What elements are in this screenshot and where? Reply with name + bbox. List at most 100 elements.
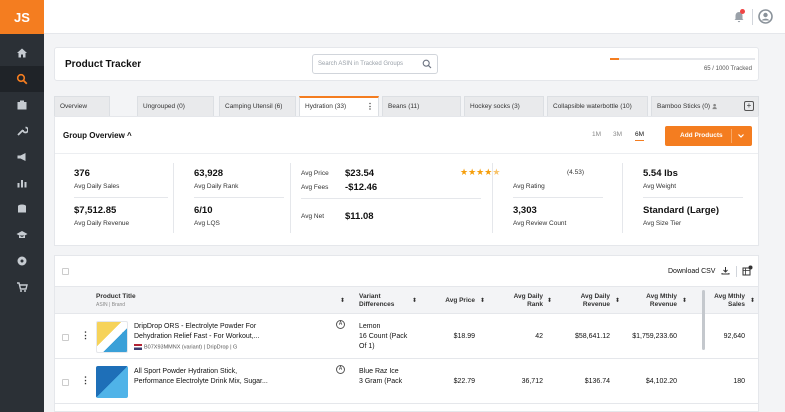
- divider: [301, 198, 481, 199]
- sort-icon[interactable]: ⬍: [480, 298, 486, 304]
- tab-camping-utensil[interactable]: Camping Utensil (6): [219, 96, 296, 116]
- col-product-title[interactable]: Product Title ASIN | Brand: [96, 293, 136, 309]
- divider: [74, 197, 168, 198]
- variant-icon[interactable]: A: [336, 365, 345, 374]
- tab-beans[interactable]: Beans (11): [382, 96, 461, 116]
- col-avg-daily-revenue[interactable]: Avg Daily Revenue: [565, 293, 610, 309]
- avg-daily-revenue-label: Avg Daily Revenue: [74, 220, 130, 227]
- avg-lqs-value: 6/10: [194, 205, 213, 216]
- period-6m[interactable]: 6M: [635, 131, 645, 141]
- page-title: Product Tracker: [65, 59, 142, 70]
- search-icon[interactable]: [0, 66, 44, 92]
- col-avg-mthly-revenue[interactable]: Avg Mthly Revenue: [635, 293, 677, 309]
- table-row[interactable]: ⋮ DripDrop ORS - Electrolyte Powder For …: [55, 315, 758, 359]
- variant-line: Of 1): [359, 343, 375, 350]
- tab-ungrouped[interactable]: Ungrouped (0): [137, 96, 214, 116]
- product-title-line: All Sport Powder Hydration Stick,: [134, 368, 238, 375]
- row-menu-icon[interactable]: ⋮: [81, 330, 90, 340]
- avg-fees-value: -$12.46: [345, 182, 378, 193]
- user-avatar-icon[interactable]: [758, 9, 773, 24]
- graduation-icon[interactable]: [0, 222, 44, 248]
- row-checkbox[interactable]: [62, 379, 69, 386]
- top-bar: [44, 0, 785, 34]
- product-title[interactable]: DripDrop ORS - Electrolyte Powder For De…: [134, 322, 324, 342]
- sort-icon[interactable]: ⬍: [615, 298, 621, 304]
- wrench-icon[interactable]: [0, 118, 44, 144]
- group-overview-toggle[interactable]: Group Overview ^: [63, 131, 132, 140]
- search-icon[interactable]: [422, 59, 432, 69]
- tab-menu-icon[interactable]: ⋮: [366, 102, 374, 111]
- tab-label: Hydration (33): [305, 103, 347, 110]
- chart-icon[interactable]: [0, 170, 44, 196]
- table-scrollbar[interactable]: [702, 290, 705, 350]
- avg-weight-label: Avg Weight: [643, 183, 677, 190]
- sort-icon[interactable]: ⬍: [682, 298, 688, 304]
- cell-avg-mthly-revenue: $4,102.20: [645, 378, 677, 385]
- select-all-checkbox[interactable]: [62, 268, 69, 275]
- cell-avg-daily-revenue: $136.74: [584, 378, 610, 385]
- chevron-down-icon[interactable]: [736, 131, 746, 141]
- col-label: Avg Daily: [513, 293, 543, 300]
- divider: [513, 197, 603, 198]
- period-1m[interactable]: 1M: [592, 131, 602, 138]
- variant-line: Lemon: [359, 323, 381, 330]
- tracked-progress-fill: [610, 58, 620, 60]
- tab-bamboo-sticks[interactable]: Bamboo Sticks (0) +: [651, 96, 759, 116]
- column-settings-icon[interactable]: [742, 265, 753, 276]
- col-label: Sales: [728, 301, 745, 308]
- home-icon[interactable]: [0, 40, 44, 66]
- col-avg-price[interactable]: Avg Price: [445, 297, 475, 304]
- download-icon[interactable]: [721, 266, 730, 275]
- star-icon: ★: [476, 167, 485, 177]
- tab-collapsible-waterbottle[interactable]: Collapsible waterbottle (10): [547, 96, 648, 116]
- sort-icon[interactable]: ⬍: [340, 298, 346, 304]
- divider: [492, 163, 493, 233]
- table-row[interactable]: ⋮ All Sport Powder Hydration Stick, Perf…: [55, 360, 758, 404]
- variant-line: 3 Gram (Pack: [359, 378, 403, 385]
- avg-price-value: $23.54: [345, 168, 375, 179]
- sort-icon[interactable]: ⬍: [750, 298, 756, 304]
- row-checkbox[interactable]: [62, 334, 69, 341]
- cart-icon[interactable]: [0, 274, 44, 300]
- sidebar: JS: [0, 0, 44, 412]
- tab-hockey-socks[interactable]: Hockey socks (3): [464, 96, 544, 116]
- us-flag-icon: [134, 344, 142, 350]
- tab-label: Ungrouped (0): [143, 103, 185, 110]
- col-label: Avg Mthly: [714, 293, 745, 300]
- sort-icon[interactable]: ⬍: [412, 298, 418, 304]
- col-avg-daily-rank[interactable]: Avg Daily Rank: [500, 293, 543, 309]
- megaphone-icon[interactable]: [0, 144, 44, 170]
- avg-net-label: Avg Net: [301, 213, 325, 220]
- download-csv-button[interactable]: Download CSV: [668, 268, 716, 275]
- variant-icon[interactable]: A: [336, 320, 345, 329]
- search-input[interactable]: Search ASIN in Tracked Groups: [312, 54, 438, 74]
- add-tab-icon[interactable]: +: [744, 101, 754, 111]
- group-overview-card: Group Overview ^ 1M 3M 6M Add Products: [54, 116, 759, 246]
- app-logo[interactable]: JS: [0, 0, 44, 34]
- avg-rating-value: (4.53): [567, 169, 584, 176]
- product-title-line: Performance Electrolyte Drink Mix, Sugar…: [134, 378, 268, 385]
- sort-icon[interactable]: ⬍: [547, 298, 553, 304]
- col-avg-mthly-sales[interactable]: Avg Mthly Sales: [700, 293, 745, 309]
- tab-hydration[interactable]: Hydration (33) ⋮: [299, 96, 379, 116]
- avg-size-tier-value: Standard (Large): [643, 205, 720, 216]
- row-menu-icon[interactable]: ⋮: [81, 375, 90, 385]
- product-image[interactable]: [96, 321, 128, 353]
- add-products-button[interactable]: Add Products: [665, 126, 752, 146]
- avg-weight-value: 5.54 lbs: [643, 168, 678, 179]
- tab-overview[interactable]: Overview: [54, 96, 110, 116]
- product-title[interactable]: All Sport Powder Hydration Stick, Perfor…: [134, 367, 324, 387]
- col-sublabel: ASIN | Brand: [96, 302, 126, 308]
- period-3m[interactable]: 3M: [613, 131, 623, 138]
- cell-avg-daily-rank: 36,712: [521, 378, 543, 385]
- box-icon[interactable]: [0, 92, 44, 118]
- col-label: Variant: [359, 293, 381, 300]
- puzzle-icon[interactable]: [0, 248, 44, 274]
- cell-avg-mthly-revenue: $1,759,233.60: [632, 333, 677, 340]
- bell-icon[interactable]: [733, 11, 745, 23]
- database-icon[interactable]: [0, 196, 44, 222]
- product-image[interactable]: [96, 366, 128, 398]
- star-icon: ★: [468, 167, 477, 177]
- col-variant[interactable]: Variant Differences: [359, 293, 394, 309]
- avg-daily-rank-label: Avg Daily Rank: [194, 183, 239, 190]
